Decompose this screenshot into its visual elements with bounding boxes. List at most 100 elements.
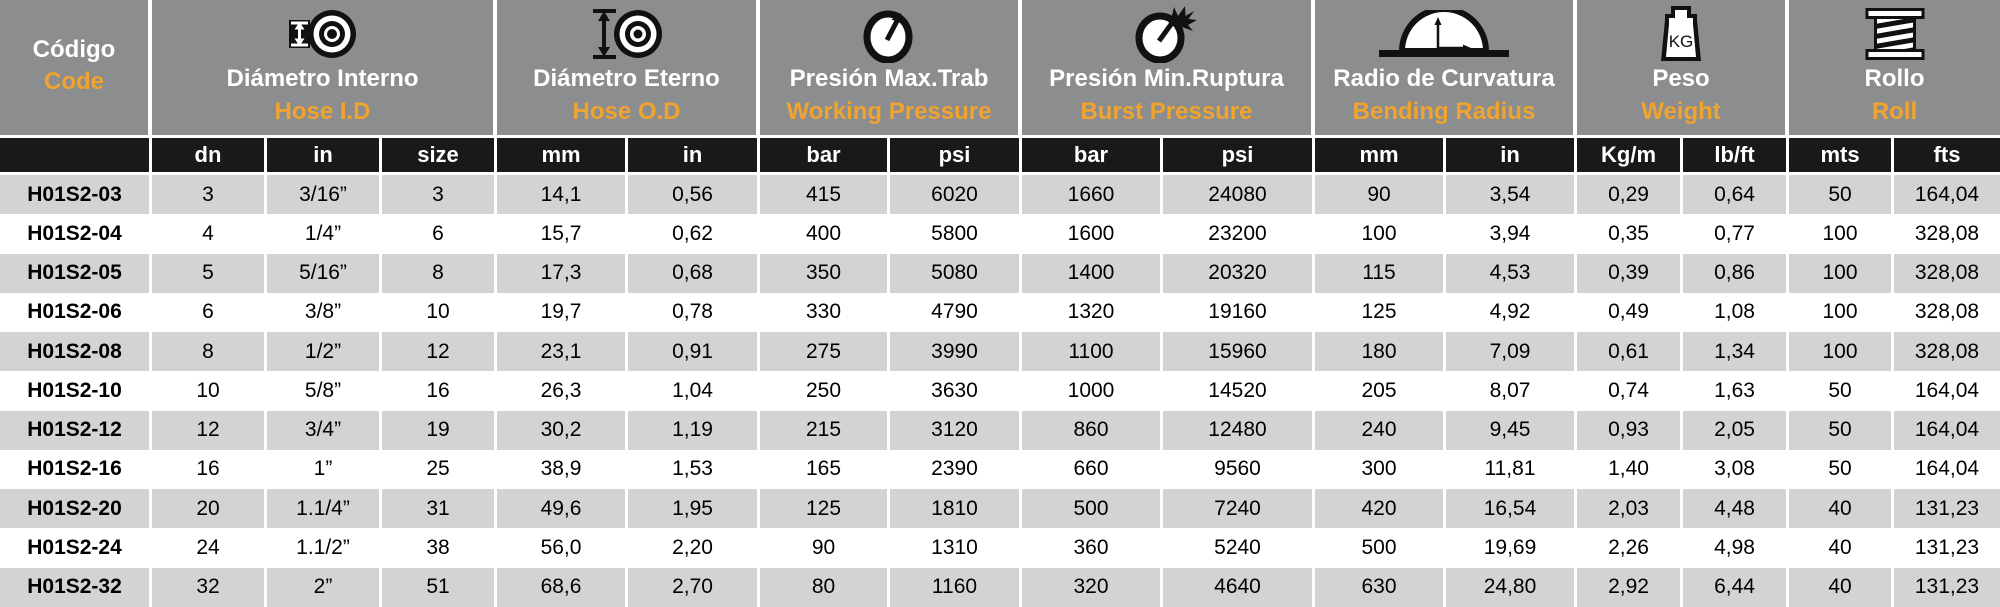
table-cell: 10 [152, 371, 267, 411]
table-cell: 1400 [1022, 253, 1163, 293]
table-cell: 24080 [1163, 175, 1315, 215]
bending-radius-icon [1379, 4, 1509, 63]
table-cell: 15,7 [497, 214, 628, 254]
table-cell: 6 [382, 214, 497, 254]
table-cell: 50 [1789, 175, 1894, 215]
column-header-burst-pressure-bar: bar [1022, 138, 1163, 172]
table-cell: 26,3 [497, 371, 628, 411]
table-cell: 14520 [1163, 371, 1315, 411]
table-cell: 1,19 [628, 410, 760, 450]
code-cell: H01S2-06 [0, 292, 152, 333]
table-cell: 90 [1315, 175, 1446, 215]
header-group-working-pressure: Presión Max.Trab Working Pressure [760, 0, 1022, 135]
table-cell: 38 [382, 528, 497, 568]
column-header-burst-pressure-psi: psi [1163, 138, 1315, 172]
table-subheader-row: dn in size mm in bar psi bar psi mm in Kg/m lb/ft mts… [0, 135, 2000, 175]
code-cell: H01S2-16 [0, 449, 152, 490]
table-cell: 24,80 [1446, 567, 1577, 607]
table-cell: 50 [1789, 410, 1894, 450]
table-cell: 1.1/2” [267, 528, 382, 568]
table-cell: 3,94 [1446, 214, 1577, 254]
table-cell: 4,53 [1446, 253, 1577, 293]
table-cell: 0,35 [1577, 214, 1683, 254]
table-cell: 500 [1022, 489, 1163, 529]
table-cell: 38,9 [497, 449, 628, 490]
code-cell: H01S2-10 [0, 371, 152, 411]
column-header-bending-radius-in: in [1446, 138, 1577, 172]
table-cell: 131,23 [1894, 567, 2000, 607]
table-cell: 19,7 [497, 292, 628, 333]
table-cell: 1,63 [1683, 371, 1789, 411]
table-cell: 3/16” [267, 175, 382, 215]
header-label-es: Peso [1652, 65, 1710, 93]
header-label-en: Burst Pressure [1080, 97, 1253, 125]
table-cell: 5240 [1163, 528, 1315, 568]
table-cell: 0,29 [1577, 175, 1683, 215]
table-cell: 0,91 [628, 332, 760, 372]
table-row-h01s2-06: H01S2-06 6 3/8” 10 19,7 0,78 330 4790 1320 19160 1… [0, 292, 2000, 333]
table-cell: 100 [1789, 332, 1894, 372]
table-cell: 1000 [1022, 371, 1163, 411]
header-label-es: Presión Max.Trab [789, 65, 989, 93]
table-cell: 16 [152, 449, 267, 490]
table-cell: 40 [1789, 489, 1894, 529]
working-pressure-icon [861, 4, 917, 63]
header-group-hose-i-d: Diámetro Interno Hose I.D [152, 0, 497, 135]
table-cell: 1/2” [267, 332, 382, 372]
table-cell: 5 [152, 253, 267, 293]
table-cell: 1100 [1022, 332, 1163, 372]
header-group-roll: Rollo Roll [1789, 0, 2000, 135]
table-cell: 0,68 [628, 253, 760, 293]
table-cell: 125 [1315, 292, 1446, 333]
column-header-hose-i-d-dn: dn [152, 138, 267, 172]
header-label-en: Bending Radius [1352, 97, 1536, 125]
header-label-en: Working Pressure [786, 97, 992, 125]
table-cell: 0,64 [1683, 175, 1789, 215]
table-cell: 320 [1022, 567, 1163, 607]
code-cell: H01S2-24 [0, 528, 152, 568]
table-cell: 3/8” [267, 292, 382, 333]
table-cell: 1310 [890, 528, 1022, 568]
svg-text:KG: KG [1669, 32, 1694, 51]
table-cell: 23200 [1163, 214, 1315, 254]
table-cell: 1320 [1022, 292, 1163, 333]
table-cell: 14,1 [497, 175, 628, 215]
table-cell: 164,04 [1894, 175, 2000, 215]
table-cell: 4640 [1163, 567, 1315, 607]
header-label-en: Hose O.D [572, 97, 681, 125]
table-cell: 0,39 [1577, 253, 1683, 293]
table-cell: 240 [1315, 410, 1446, 450]
table-cell: 19 [382, 410, 497, 450]
table-cell: 9560 [1163, 449, 1315, 490]
table-cell: 131,23 [1894, 489, 2000, 529]
table-cell: 1,04 [628, 371, 760, 411]
table-cell: 80 [760, 567, 890, 607]
table-row-h01s2-05: H01S2-05 5 5/16” 8 17,3 0,68 350 5080 1400 20320 1… [0, 253, 2000, 293]
table-row-h01s2-12: H01S2-12 12 3/4” 19 30,2 1,19 215 3120 860 12480 2… [0, 410, 2000, 450]
table-cell: 20320 [1163, 253, 1315, 293]
table-cell: 165 [760, 449, 890, 490]
table-cell: 2,26 [1577, 528, 1683, 568]
hose-id-icon [288, 4, 357, 63]
table-cell: 0,56 [628, 175, 760, 215]
table-cell: 90 [760, 528, 890, 568]
table-cell: 1160 [890, 567, 1022, 607]
column-header-hose-i-d-size: size [382, 138, 497, 172]
table-cell: 360 [1022, 528, 1163, 568]
code-cell: H01S2-05 [0, 253, 152, 293]
header-label-es: Presión Min.Ruptura [1049, 65, 1284, 93]
table-cell: 49,6 [497, 489, 628, 529]
column-header-roll-mts: mts [1789, 138, 1894, 172]
code-cell: H01S2-12 [0, 410, 152, 450]
table-row-h01s2-20: H01S2-20 20 1.1/4” 31 49,6 1,95 125 1810 500 7240… [0, 489, 2000, 529]
column-header-weight-lb-ft: lb/ft [1683, 138, 1789, 172]
table-cell: 0,74 [1577, 371, 1683, 411]
table-cell: 2” [267, 567, 382, 607]
table-cell: 3,08 [1683, 449, 1789, 490]
table-cell: 0,93 [1577, 410, 1683, 450]
table-cell: 50 [1789, 449, 1894, 490]
table-cell: 420 [1315, 489, 1446, 529]
table-row-h01s2-03: H01S2-03 3 3/16” 3 14,1 0,56 415 6020 1660 24080 9… [0, 175, 2000, 215]
header-group-hose-o-d: Diámetro Eterno Hose O.D [497, 0, 760, 135]
table-cell: 1” [267, 449, 382, 490]
